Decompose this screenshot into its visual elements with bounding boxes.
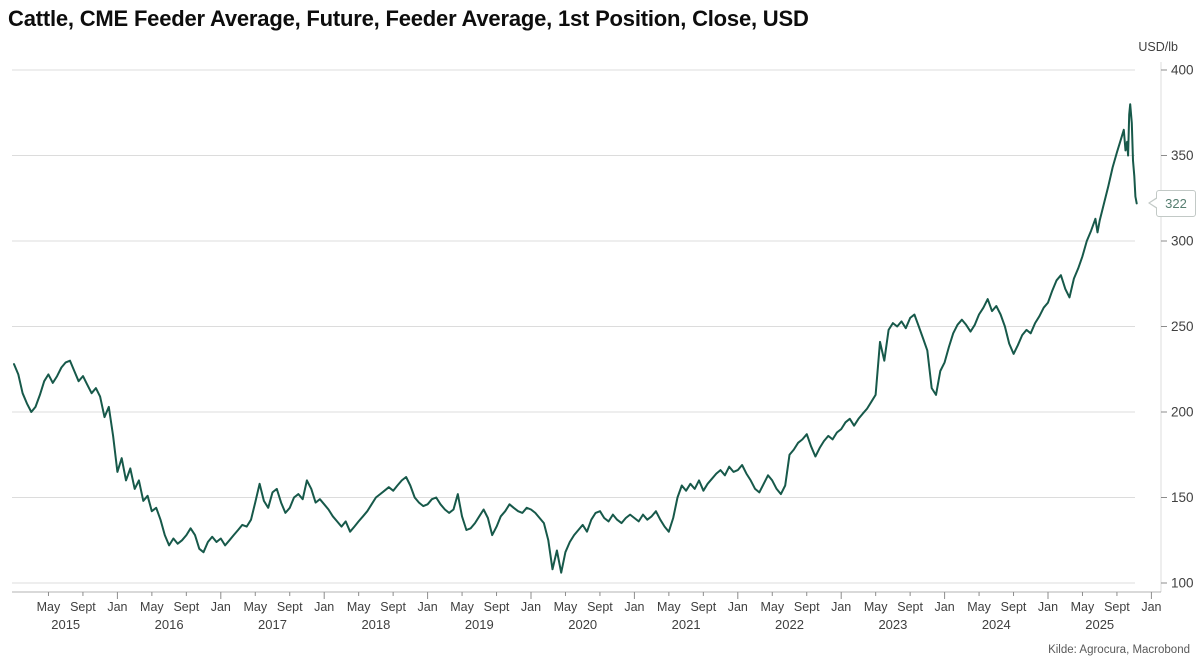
month-label: Jan (211, 600, 231, 614)
year-label: 2024 (982, 617, 1011, 632)
source-credit: Kilde: Agrocura, Macrobond (1048, 644, 1190, 656)
y-tick-label: 350 (1171, 148, 1194, 163)
month-label: Sept (173, 600, 199, 614)
price-line (13, 103, 1138, 574)
month-label: May (140, 600, 164, 614)
month-label: Jan (1038, 600, 1058, 614)
month-label: May (760, 600, 784, 614)
y-tick-label: 200 (1171, 405, 1194, 420)
month-label: Jan (418, 600, 438, 614)
y-axis-unit-label: USD/lb (1138, 40, 1178, 54)
month-label: Sept (484, 600, 510, 614)
month-label: Jan (1141, 600, 1161, 614)
month-label: May (1071, 600, 1095, 614)
month-label: May (243, 600, 267, 614)
month-label: Jan (107, 600, 127, 614)
year-label: 2015 (51, 617, 80, 632)
y-tick-label: 300 (1171, 234, 1194, 249)
last-value-label: 322 (1165, 195, 1187, 211)
month-label: May (657, 600, 681, 614)
month-label: May (967, 600, 991, 614)
year-label: 2017 (258, 617, 287, 632)
y-tick-label: 100 (1171, 576, 1194, 591)
year-label: 2025 (1085, 617, 1114, 632)
chart-title: Cattle, CME Feeder Average, Future, Feed… (8, 6, 809, 31)
month-label: Sept (70, 600, 96, 614)
month-label: Jan (935, 600, 955, 614)
y-tick-label: 400 (1171, 63, 1194, 78)
year-label: 2018 (361, 617, 390, 632)
month-label: May (864, 600, 888, 614)
year-label: 2021 (672, 617, 701, 632)
year-label: 2019 (465, 617, 494, 632)
year-label: 2022 (775, 617, 804, 632)
month-label: Jan (521, 600, 541, 614)
month-label: May (347, 600, 371, 614)
month-label: May (554, 600, 578, 614)
month-label: Sept (1001, 600, 1027, 614)
month-label: Sept (794, 600, 820, 614)
month-label: Sept (587, 600, 613, 614)
last-value-callout: 322 (1148, 189, 1196, 217)
year-label: 2020 (568, 617, 597, 632)
callout-arrow-fill (1150, 198, 1158, 209)
month-label: Sept (690, 600, 716, 614)
month-label: Jan (314, 600, 334, 614)
month-label: May (37, 600, 61, 614)
month-label: Sept (277, 600, 303, 614)
month-label: Sept (897, 600, 923, 614)
y-tick-label: 150 (1171, 490, 1194, 505)
month-label: Jan (624, 600, 644, 614)
month-label: Jan (728, 600, 748, 614)
month-label: Sept (380, 600, 406, 614)
month-label: Sept (1104, 600, 1130, 614)
year-label: 2016 (155, 617, 184, 632)
y-tick-label: 250 (1171, 319, 1194, 334)
year-label: 2023 (878, 617, 907, 632)
month-label: May (450, 600, 474, 614)
month-label: Jan (831, 600, 851, 614)
